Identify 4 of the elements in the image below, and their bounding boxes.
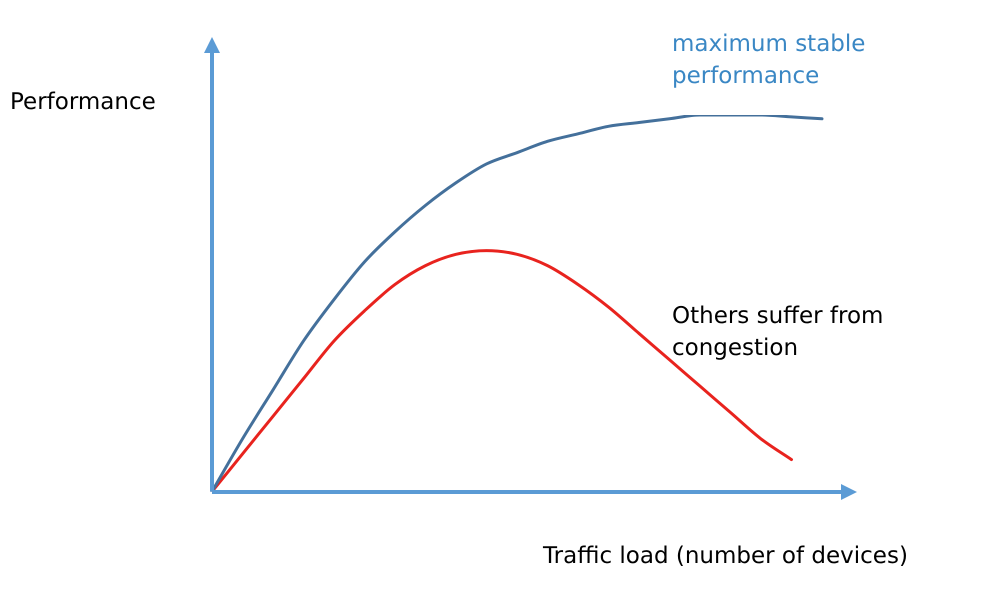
x-axis-title: Traffic load (number of devices): [543, 542, 908, 571]
series-label: Others suffer from congestion: [672, 302, 884, 363]
y-axis-title: Performance: [10, 88, 156, 117]
series-label: maximum stable performance: [672, 30, 866, 91]
